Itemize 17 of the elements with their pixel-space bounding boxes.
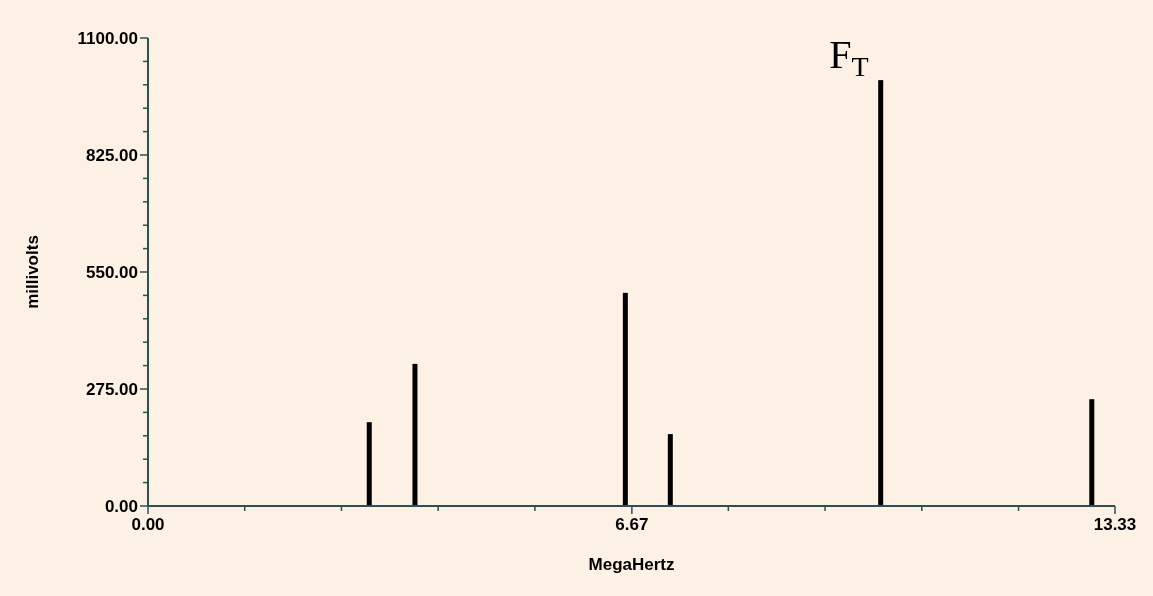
bar	[622, 292, 628, 506]
y-tick-label: 1100.00	[77, 29, 138, 48]
y-tick-label: 825.00	[86, 146, 138, 165]
annotation: F$_{T}$	[829, 32, 869, 83]
y-tick-label: 275.00	[86, 380, 138, 399]
x-tick-label: 6.67	[615, 515, 649, 534]
bar	[878, 80, 884, 506]
x-axis-title: MegaHertz	[588, 555, 675, 574]
bar	[412, 363, 418, 506]
bar	[1089, 399, 1095, 506]
y-axis-title: millivolts	[23, 235, 42, 309]
x-tick-label: 0.00	[131, 515, 165, 534]
x-tick-label: 13.33	[1093, 515, 1137, 534]
bar	[667, 434, 673, 506]
bar	[366, 422, 372, 506]
y-tick-label: 550.00	[86, 263, 138, 282]
y-tick-label: 0.00	[104, 497, 138, 516]
